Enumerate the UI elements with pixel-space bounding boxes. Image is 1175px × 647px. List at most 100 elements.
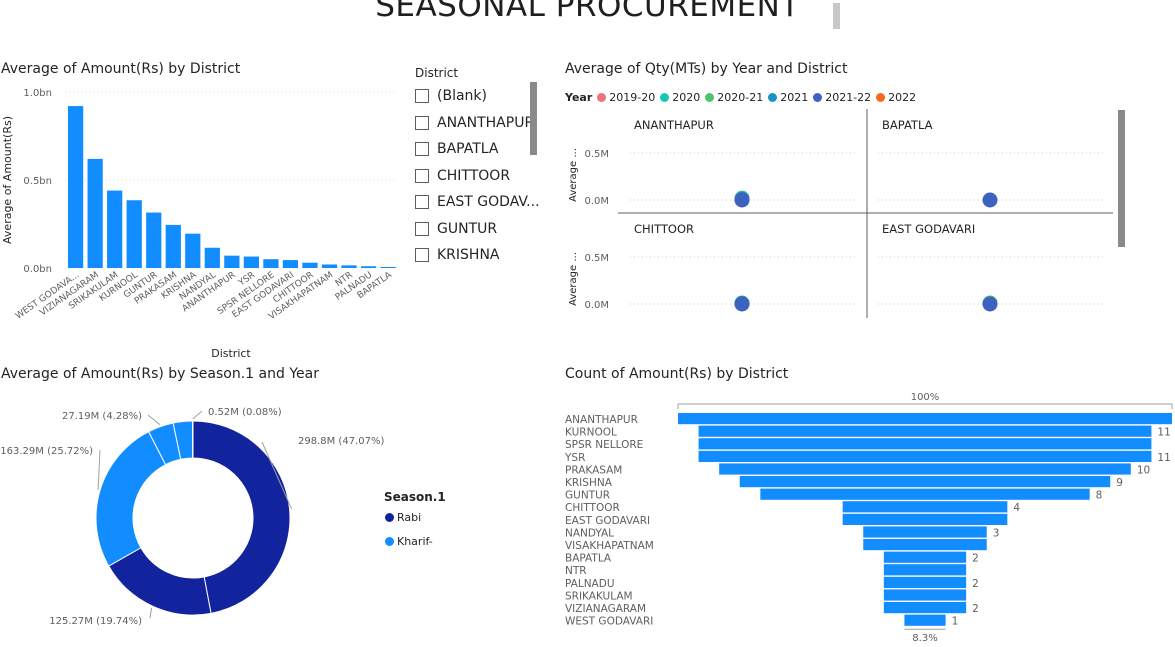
- donut-slice[interactable]: [192, 420, 291, 614]
- funnel-value-label: 1: [952, 616, 959, 628]
- bar-east-godavari[interactable]: [282, 260, 299, 268]
- funnel-category-label: SRIKAKULAM: [565, 590, 633, 602]
- slicer-item-krishna[interactable]: KRISHNA: [415, 245, 500, 265]
- small-multiples-chart[interactable]: ANANTHAPUR 0.5M 0.0M Average ... BAPATLA CHIT…: [560, 105, 1130, 320]
- slicer-item-blank[interactable]: (Blank): [415, 86, 487, 106]
- bar-nandyal[interactable]: [204, 247, 220, 268]
- legend-dot: [768, 93, 778, 102]
- funnel-category-label: CHITTOOR: [565, 502, 620, 514]
- legend-dot: [385, 537, 394, 546]
- bar-chittoor[interactable]: [302, 262, 318, 268]
- data-point-ananthapur-2021-22[interactable]: [734, 192, 750, 208]
- bar-kurnool[interactable]: [126, 200, 142, 268]
- funnel-bar-kurnool[interactable]: [698, 425, 1152, 437]
- data-point-east-godavari-2021-22[interactable]: [982, 296, 998, 312]
- funnel-bar-west-godavari[interactable]: [904, 614, 946, 626]
- year-legend-item-2020-21[interactable]: 2020-21: [705, 91, 763, 104]
- donut-leader-line: [149, 607, 152, 619]
- slicer-item-east-godav[interactable]: EAST GODAV...: [415, 192, 540, 212]
- bar-ananthapur[interactable]: [224, 255, 240, 268]
- funnel-value-label: 2: [972, 553, 979, 565]
- season-legend-item-rabi[interactable]: Rabi: [385, 511, 421, 524]
- bar-srikakulam[interactable]: [107, 190, 123, 268]
- slicer-item-label: KRISHNA: [437, 247, 500, 263]
- donut-data-label: 0.52M (0.08%): [208, 407, 282, 418]
- funnel-bar-ysr[interactable]: [698, 450, 1152, 462]
- season-legend-item-kharif[interactable]: Kharif-: [385, 535, 433, 548]
- small-multiples-scrollbar[interactable]: [1118, 110, 1125, 247]
- year-legend-item-2021[interactable]: 2021: [768, 91, 808, 104]
- slicer-item-guntur[interactable]: GUNTUR: [415, 219, 497, 239]
- slicer-item-bapatla[interactable]: BAPATLA: [415, 139, 498, 159]
- bar-bapatla[interactable]: [380, 267, 396, 268]
- slicer-header: District: [415, 66, 459, 80]
- slicer-checkbox[interactable]: [415, 89, 429, 103]
- slicer-checkbox[interactable]: [415, 142, 429, 156]
- funnel-bar-krishna[interactable]: [739, 476, 1111, 488]
- slicer-item-ananthapur[interactable]: ANANTHAPUR: [415, 113, 534, 133]
- panel-title-bapatla: BAPATLA: [882, 118, 933, 132]
- bar-y-tick-label: 1.0bn: [23, 88, 52, 99]
- bar-spsr-nellore[interactable]: [263, 259, 279, 268]
- year-legend-item-2022[interactable]: 2022: [876, 91, 916, 104]
- legend-label: 2022: [888, 91, 917, 104]
- donut-data-label: 163.29M (25.72%): [0, 446, 93, 457]
- bar-prakasam[interactable]: [165, 224, 181, 268]
- funnel-bar-ntr[interactable]: [883, 564, 967, 576]
- funnel-bar-guntur[interactable]: [760, 488, 1090, 500]
- panel-title-east-godavari: EAST GODAVARI: [882, 222, 975, 236]
- data-point-bapatla-2021-22[interactable]: [982, 192, 998, 208]
- funnel-bar-spsr-nellore[interactable]: [698, 438, 1152, 450]
- funnel-bar-palnadu[interactable]: [883, 576, 967, 588]
- funnel-bar-visakhapatnam[interactable]: [863, 539, 987, 551]
- slicer-item-chittoor[interactable]: CHITTOOR: [415, 166, 510, 186]
- panel-title-chittoor: CHITTOOR: [634, 222, 694, 236]
- donut-chart[interactable]: 298.8M (47.07%) 125.27M (19.74%) 163.29M (…: [0, 390, 470, 647]
- data-point-chittoor-2021-22[interactable]: [734, 296, 750, 312]
- slicer-checkbox[interactable]: [415, 168, 429, 183]
- slicer-scrollbar[interactable]: [530, 82, 537, 155]
- funnel-bar-prakasam[interactable]: [719, 463, 1131, 475]
- bar-y-tick-label: 0.5bn: [23, 176, 52, 187]
- year-legend-item-2019-20[interactable]: 2019-20: [597, 91, 655, 104]
- year-legend-item-2020[interactable]: 2020: [660, 91, 700, 104]
- funnel-value-label: 3: [993, 527, 1000, 539]
- funnel-category-label: NANDYAL: [565, 527, 614, 539]
- year-legend-item-2021-22[interactable]: 2021-22: [813, 91, 871, 104]
- funnel-value-label: 11: [1157, 452, 1170, 464]
- bar-west-godava[interactable]: [68, 106, 84, 268]
- funnel-bar-vizianagaram[interactable]: [883, 602, 967, 614]
- donut-leader-line: [147, 414, 161, 426]
- funnel-bottom-label: 8.3%: [912, 633, 937, 644]
- funnel-category-label: EAST GODAVARI: [565, 515, 650, 527]
- funnel-bar-nandyal[interactable]: [863, 526, 987, 538]
- funnel-category-label: PRAKASAM: [565, 464, 622, 476]
- donut-leader-line: [97, 449, 101, 490]
- funnel-value-label: 9: [1116, 477, 1123, 489]
- bar-vizianagaram[interactable]: [87, 158, 103, 268]
- bar-visakhapatnam[interactable]: [321, 264, 338, 268]
- funnel-category-label: KRISHNA: [565, 477, 613, 489]
- funnel-bar-ananthapur[interactable]: [678, 413, 1172, 425]
- slicer-checkbox[interactable]: [415, 115, 429, 130]
- funnel-value-label: 10: [1137, 464, 1150, 476]
- slicer-checkbox[interactable]: [415, 221, 429, 236]
- funnel-top-label: 100%: [911, 392, 940, 403]
- bar-ysr[interactable]: [243, 256, 259, 268]
- bar-guntur[interactable]: [146, 212, 162, 268]
- year-legend[interactable]: Year 2019-20 2020 2020-21 2021 2021-22 2022: [565, 91, 921, 104]
- donut-title: Average of Amount(Rs) by Season.1 and Ye…: [1, 366, 319, 382]
- funnel-bar-srikakulam[interactable]: [883, 589, 967, 601]
- slicer-checkbox[interactable]: [415, 195, 429, 209]
- bar-palnadu[interactable]: [360, 266, 377, 268]
- funnel-bar-chittoor[interactable]: [842, 501, 1008, 513]
- funnel-category-label: SPSR NELLORE: [565, 439, 643, 451]
- bar-ntr[interactable]: [341, 265, 357, 268]
- donut-slice[interactable]: [95, 431, 167, 567]
- funnel-bar-east-godavari[interactable]: [842, 513, 1008, 525]
- bar-krishna[interactable]: [185, 233, 201, 268]
- slicer-checkbox[interactable]: [415, 248, 429, 262]
- funnel-bar-bapatla[interactable]: [883, 551, 967, 563]
